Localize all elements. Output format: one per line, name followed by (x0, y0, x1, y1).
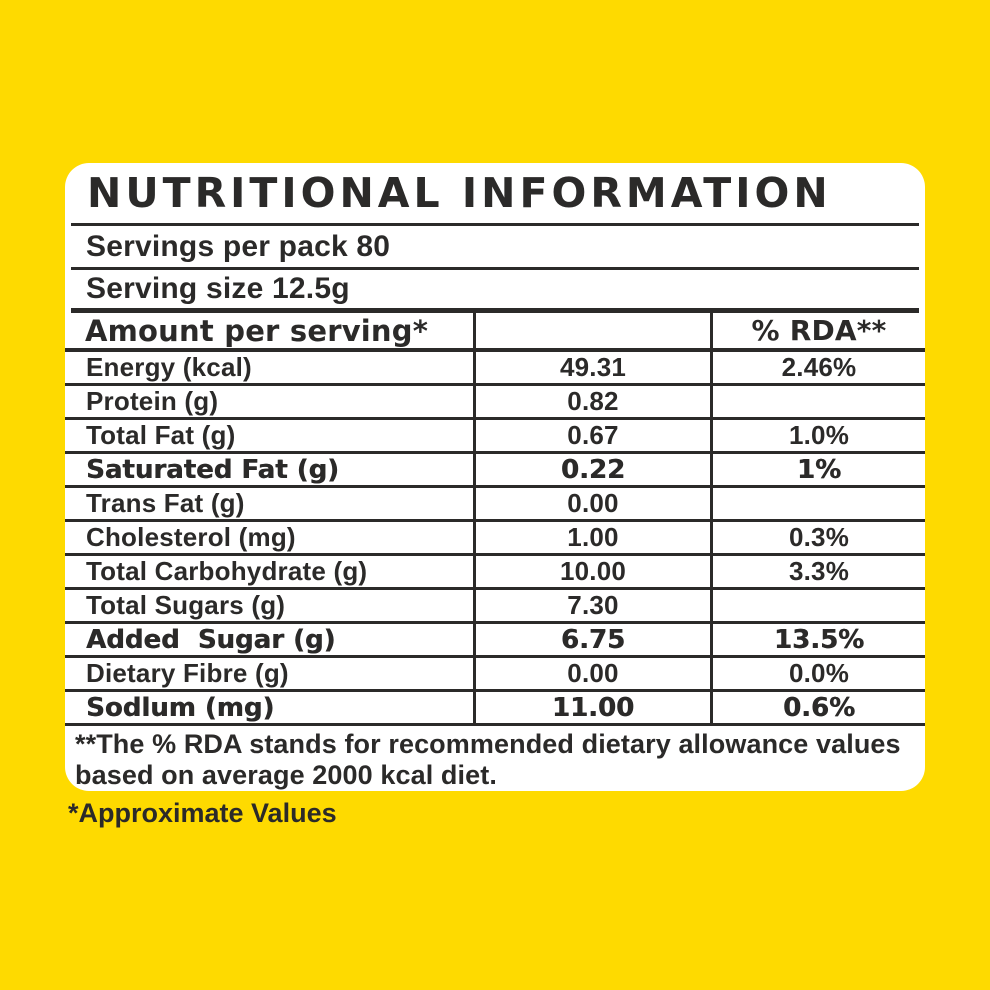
divider-thick (71, 308, 919, 313)
serving-size: Serving size 12.5g (86, 272, 350, 305)
divider (71, 267, 919, 270)
table-row-trans-fat: Trans Fat (g) 0.00 (65, 485, 925, 520)
row-label: Total Sugars (g) (86, 590, 286, 621)
row-rda: 0.3% (710, 522, 925, 554)
row-value: 0.00 (473, 658, 710, 690)
row-rda: 0.6% (710, 692, 925, 723)
row-label: Protein (g) (86, 386, 219, 417)
row-rda: 2.46% (710, 352, 925, 384)
row-label: Total Carbohydrate (g) (86, 556, 368, 587)
row-value: 49.31 (473, 352, 710, 384)
table-row-added-sugar: Added Sugar (g) 6.75 13.5% (65, 621, 925, 656)
row-value: 0.00 (473, 488, 710, 520)
nutrition-facts-card: NUTRITIONAL INFORMATION Servings per pac… (65, 163, 925, 791)
approximate-values-note: *Approximate Values (68, 798, 337, 828)
row-rda: 3.3% (710, 556, 925, 588)
servings-per-pack: Servings per pack 80 (86, 229, 391, 263)
table-row-total-fat: Total Fat (g) 0.67 1.0% (65, 417, 925, 452)
row-value: 6.75 (473, 624, 710, 656)
row-rda (710, 488, 925, 520)
row-rda: 0.0% (710, 658, 925, 690)
table-row-protein: Protein (g) 0.82 (65, 383, 925, 418)
row-rda (710, 386, 925, 418)
nutrition-table: Amount per serving* % RDA** Energy (kcal… (65, 313, 925, 723)
rda-footnote: **The % RDA stands for recommended dieta… (65, 723, 925, 791)
row-value: 0.22 (473, 454, 710, 486)
column-header-amount: Amount per serving* (85, 313, 429, 348)
table-row-saturated-fat: Saturated Fat (g) 0.22 1% (65, 451, 925, 486)
row-label: Total Fat (g) (86, 420, 236, 451)
table-row-cholesterol: Cholesterol (mg) 1.00 0.3% (65, 519, 925, 554)
table-row-total-sugars: Total Sugars (g) 7.30 (65, 587, 925, 622)
row-value: 0.82 (473, 386, 710, 418)
row-label: Cholesterol (mg) (86, 522, 296, 553)
table-row-dietary-fibre: Dietary Fibre (g) 0.00 0.0% (65, 655, 925, 690)
row-label: Trans Fat (g) (86, 488, 245, 519)
column-header-rda: % RDA** (710, 313, 925, 349)
row-value: 0.67 (473, 420, 710, 452)
row-rda: 1% (710, 454, 925, 486)
row-value: 11.00 (473, 692, 710, 723)
divider (71, 223, 919, 226)
column-header-value (473, 313, 710, 349)
row-label: Saturated Fat (g) (86, 454, 339, 485)
row-rda: 13.5% (710, 624, 925, 656)
table-header-row: Amount per serving* % RDA** (65, 313, 925, 353)
row-value: 10.00 (473, 556, 710, 588)
table-row-energy: Energy (kcal) 49.31 2.46% (65, 352, 925, 384)
row-rda: 1.0% (710, 420, 925, 452)
row-value: 7.30 (473, 590, 710, 622)
row-rda (710, 590, 925, 622)
row-label: Sodlum (mg) (86, 692, 275, 723)
row-label: Energy (kcal) (86, 352, 252, 383)
row-label: Added Sugar (g) (86, 624, 336, 655)
table-row-sodium: Sodlum (mg) 11.00 0.6% (65, 689, 925, 723)
row-label: Dietary Fibre (g) (86, 658, 289, 689)
row-value: 1.00 (473, 522, 710, 554)
nutrition-title: NUTRITIONAL INFORMATION (87, 169, 832, 217)
table-row-total-carbohydrate: Total Carbohydrate (g) 10.00 3.3% (65, 553, 925, 588)
